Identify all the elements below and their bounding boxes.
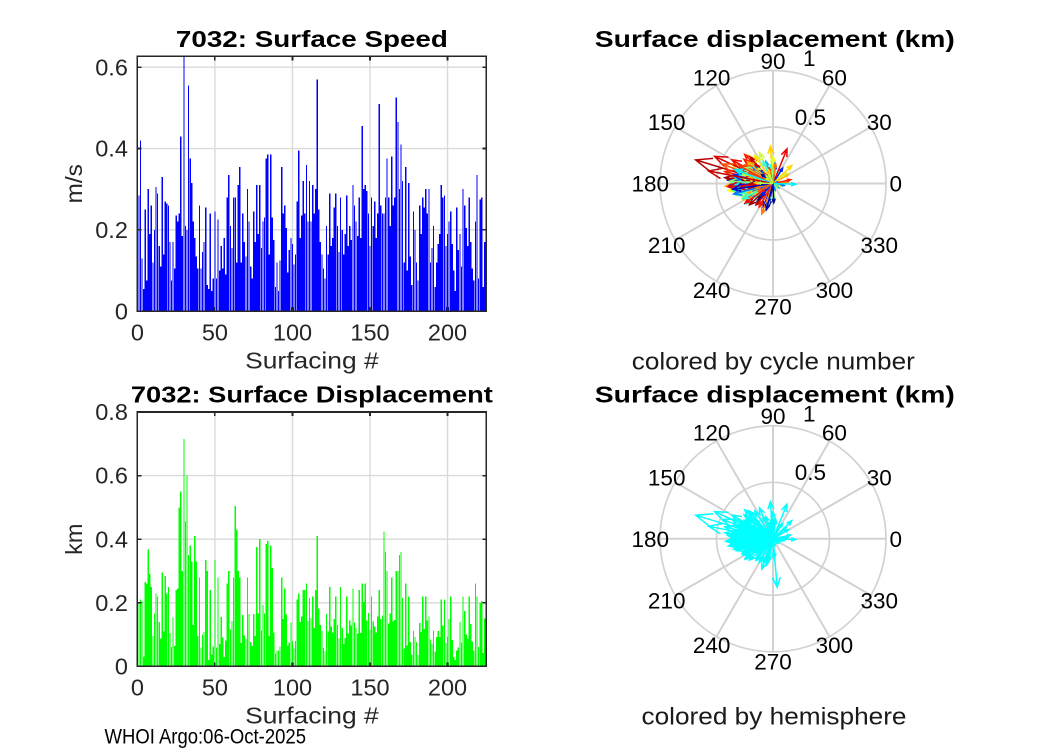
svg-text:200: 200 <box>428 319 467 345</box>
svg-text:200: 200 <box>428 675 467 701</box>
svg-text:240: 240 <box>693 278 731 303</box>
svg-text:Surfacing #: Surfacing # <box>245 347 379 373</box>
svg-text:60: 60 <box>822 421 847 446</box>
svg-text:150: 150 <box>648 466 686 491</box>
svg-text:270: 270 <box>754 294 792 319</box>
svg-text:0: 0 <box>889 527 902 552</box>
svg-text:330: 330 <box>861 233 899 258</box>
svg-text:90: 90 <box>760 49 785 74</box>
svg-text:colored by cycle number: colored by cycle number <box>632 348 915 375</box>
svg-text:210: 210 <box>648 588 686 613</box>
svg-text:0: 0 <box>115 654 128 680</box>
svg-text:0: 0 <box>131 675 144 701</box>
svg-text:180: 180 <box>632 172 670 197</box>
svg-text:0.5: 0.5 <box>795 105 826 130</box>
svg-text:7032: Surface Speed: 7032: Surface Speed <box>176 26 448 52</box>
svg-text:km: km <box>61 524 87 555</box>
svg-text:0.6: 0.6 <box>95 463 128 489</box>
svg-text:120: 120 <box>693 421 731 446</box>
svg-text:0: 0 <box>131 319 144 345</box>
svg-text:60: 60 <box>822 65 847 90</box>
svg-text:150: 150 <box>648 110 686 135</box>
svg-text:m/s: m/s <box>61 164 87 204</box>
svg-text:180: 180 <box>632 527 670 552</box>
svg-text:270: 270 <box>754 650 792 675</box>
svg-text:0: 0 <box>115 298 128 324</box>
svg-text:90: 90 <box>760 404 785 429</box>
svg-text:150: 150 <box>350 319 389 345</box>
svg-text:150: 150 <box>350 675 389 701</box>
svg-text:240: 240 <box>693 633 731 658</box>
svg-text:120: 120 <box>693 65 731 90</box>
svg-text:0.2: 0.2 <box>95 590 128 616</box>
svg-text:0.5: 0.5 <box>795 460 826 485</box>
svg-text:Surface displacement (km): Surface displacement (km) <box>595 26 955 52</box>
svg-text:0.4: 0.4 <box>95 136 128 162</box>
svg-text:1: 1 <box>803 46 816 71</box>
svg-text:300: 300 <box>816 633 854 658</box>
svg-text:210: 210 <box>648 233 686 258</box>
svg-text:0.4: 0.4 <box>95 526 128 552</box>
svg-text:30: 30 <box>867 110 892 135</box>
svg-text:0: 0 <box>889 172 902 197</box>
svg-text:Surface displacement (km): Surface displacement (km) <box>595 382 955 408</box>
svg-text:WHOI Argo:06-Oct-2025: WHOI Argo:06-Oct-2025 <box>105 725 307 748</box>
svg-text:0.2: 0.2 <box>95 217 128 243</box>
svg-text:0.8: 0.8 <box>95 399 128 425</box>
svg-text:0.6: 0.6 <box>95 54 128 80</box>
svg-text:100: 100 <box>273 675 312 701</box>
svg-text:Surfacing #: Surfacing # <box>245 703 379 729</box>
svg-text:330: 330 <box>861 588 899 613</box>
svg-text:7032: Surface Displacement: 7032: Surface Displacement <box>131 382 493 408</box>
svg-text:1: 1 <box>803 401 816 426</box>
svg-text:colored by hemisphere: colored by hemisphere <box>642 703 907 730</box>
svg-text:100: 100 <box>273 319 312 345</box>
svg-text:300: 300 <box>816 278 854 303</box>
svg-text:50: 50 <box>202 675 228 701</box>
svg-text:30: 30 <box>867 466 892 491</box>
svg-text:50: 50 <box>202 319 228 345</box>
